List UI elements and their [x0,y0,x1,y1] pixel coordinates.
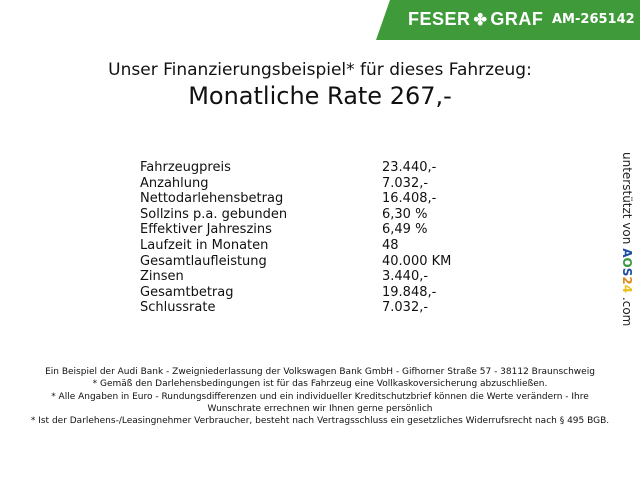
row-value: 40.000 KM [382,253,452,269]
table-row: Gesamtlaufleistung 40.000 KM [140,254,460,270]
row-value: 6,30 % [382,206,428,222]
row-value: 48 [382,237,399,253]
row-label: Zinsen [140,269,184,285]
aos24-logo: AOS24 [620,248,634,294]
vehicle-code: AM-265142 [552,12,635,27]
supported-by-text: unterstützt von [620,152,634,245]
row-label: Sollzins p.a. gebunden [140,206,288,222]
clover-icon: ✤ [473,12,488,29]
row-value: 16.408,- [382,191,437,207]
row-value: 7.032,- [382,300,429,316]
table-row: Sollzins p.a. gebunden 6,30 % [140,207,460,223]
row-label: Laufzeit in Monaten [140,237,269,253]
brand-right: GRAF [490,9,544,29]
footer-euro: * Alle Angaben in Euro - Rundungsdiffere… [51,391,589,414]
supported-by: unterstützt von AOS24 .com [620,152,634,326]
brand-banner [376,0,640,40]
row-value: 6,49 % [382,222,428,238]
table-row: Gesamtbetrag 19.848,- [140,285,460,301]
table-row: Fahrzeugpreis 23.440,- [140,160,460,176]
row-value: 23.440,- [382,160,437,175]
row-value: 19.848,- [382,284,437,300]
row-value: 7.032,- [382,175,429,191]
row-label: Effektiver Jahreszins [140,222,272,238]
table-row: Laufzeit in Monaten 48 [140,238,460,254]
row-label: Gesamtbetrag [140,284,234,300]
table-row: Nettodarlehensbetrag 16.408,- [140,191,460,207]
row-label: Gesamtlaufleistung [140,253,267,269]
row-label: Fahrzeugpreis [140,160,231,175]
footer-insurance: * Gemäß den Darlehensbedingungen ist für… [92,379,548,390]
legal-footer: Ein Beispiel der Audi Bank - Zweignieder… [30,366,610,427]
footer-withdrawal: * Ist der Darlehens-/Leasingnehmer Verbr… [30,416,610,427]
table-row: Zinsen 3.440,- [140,269,460,285]
row-label: Anzahlung [140,175,209,191]
domain-suffix: .com [620,296,634,327]
footer-bank: Ein Beispiel der Audi Bank - Zweignieder… [45,367,595,377]
table-row: Effektiver Jahreszins 6,49 % [140,222,460,238]
row-label: Nettodarlehensbetrag [140,191,284,207]
finance-table: Fahrzeugpreis 23.440,- Anzahlung 7.032,- Net… [140,160,460,316]
monthly-rate: Monatliche Rate 267,- [188,82,452,110]
table-row: Anzahlung 7.032,- [140,176,460,192]
table-row: Schlussrate 7.032,- [140,300,460,316]
brand-left: FESER [408,9,471,29]
row-label: Schlussrate [140,300,216,316]
row-value: 3.440,- [382,269,429,285]
finance-heading: Unser Finanzierungsbeispiel* für dieses … [108,60,532,80]
brand-logo: FESER ✤ GRAF [408,9,543,30]
